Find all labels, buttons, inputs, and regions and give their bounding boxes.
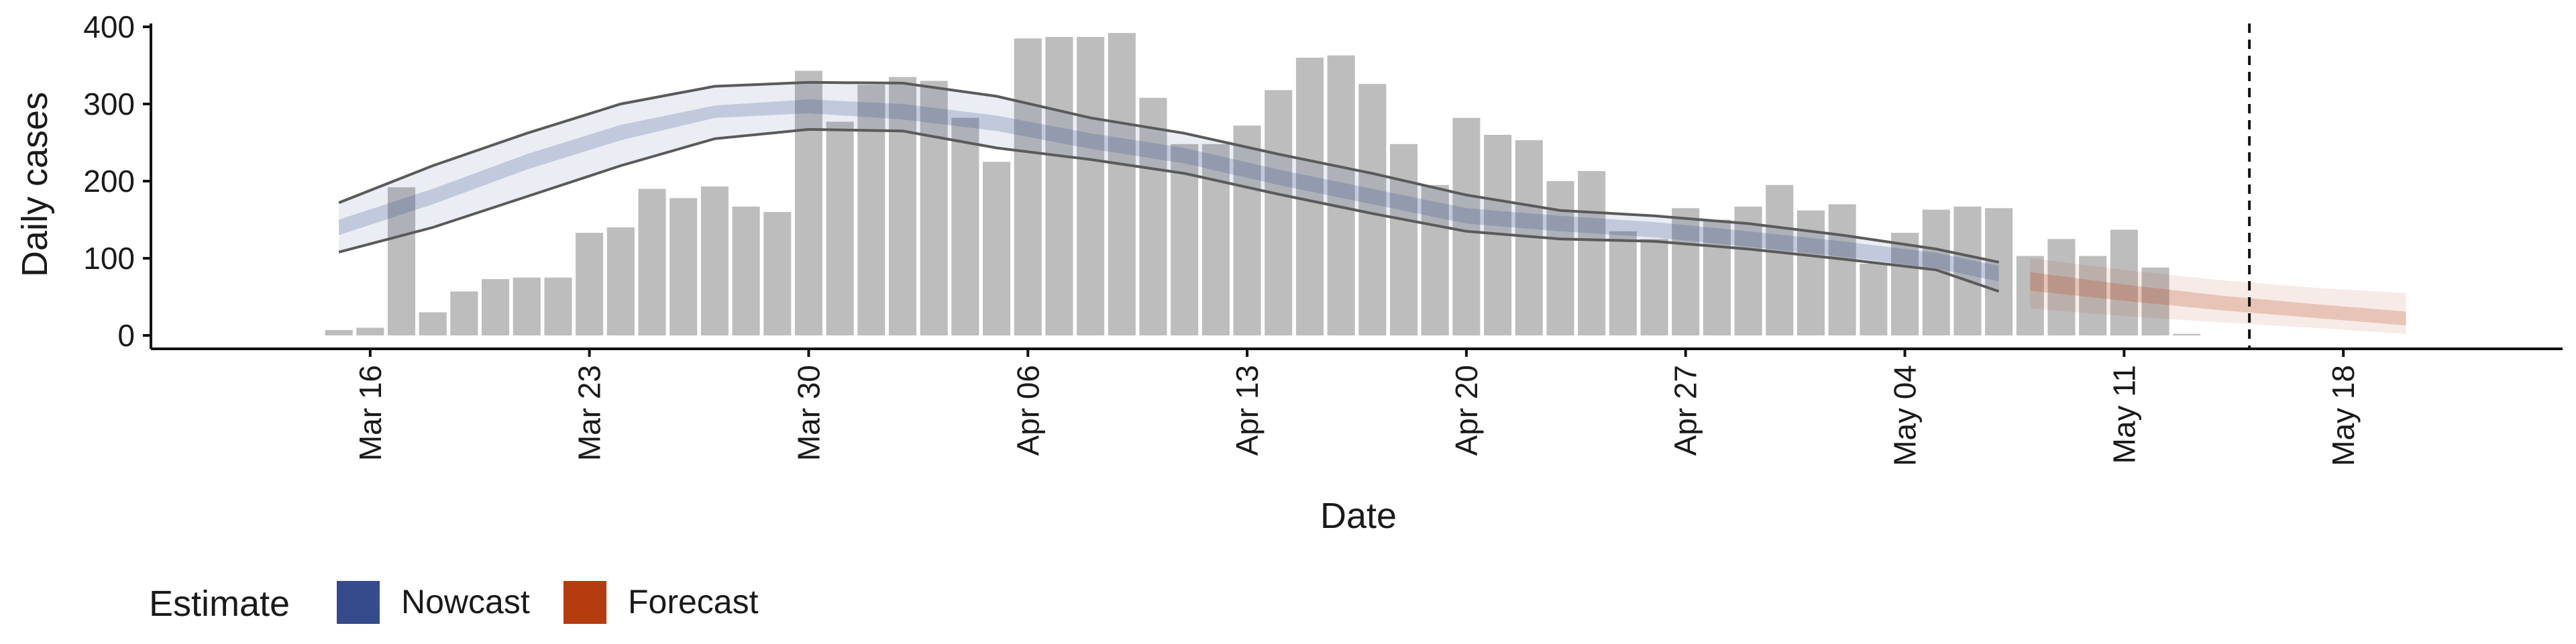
bar — [1891, 233, 1919, 335]
bar — [1953, 206, 1982, 335]
bar — [2047, 239, 2076, 335]
bar — [1045, 36, 1073, 335]
bar — [1014, 38, 1042, 335]
bar — [1734, 206, 1762, 335]
bar — [1703, 219, 1731, 335]
x-tick-label: Mar 16 — [353, 365, 388, 461]
axes-layer: 0 100 200 300 400 Mar 16 Mar 23 Mar 30 Apr 06 Apr… — [83, 9, 2563, 466]
bar — [1640, 239, 1668, 335]
bar — [1389, 144, 1418, 336]
bar — [1295, 58, 1324, 335]
bar — [1452, 117, 1481, 335]
bar — [983, 162, 1011, 335]
bar — [1546, 181, 1574, 335]
bar — [1578, 171, 1606, 335]
bar — [2141, 267, 2169, 335]
bar — [450, 291, 478, 335]
bar — [2016, 256, 2044, 335]
forecast-inner-band — [2030, 272, 2406, 326]
bar — [1201, 144, 1230, 336]
bar — [857, 85, 885, 335]
bar — [419, 312, 447, 335]
bar — [2173, 333, 2201, 335]
bar — [951, 117, 979, 335]
bar — [1265, 90, 1293, 336]
x-axis-label: Date — [1320, 496, 1397, 536]
bar — [1327, 55, 1355, 336]
y-axis-label: Daily cases — [15, 92, 55, 277]
x-tick-label: May 04 — [1888, 365, 1923, 466]
bar — [387, 187, 416, 335]
y-tick-label: 300 — [83, 87, 135, 121]
bar — [1108, 33, 1136, 335]
bar — [2079, 256, 2107, 335]
y-tick-label: 200 — [83, 164, 135, 199]
x-tick-label: Apr 06 — [1010, 365, 1045, 456]
bar — [669, 198, 698, 335]
x-tick-label: May 18 — [2326, 365, 2361, 466]
bar — [763, 212, 792, 335]
bar — [1358, 84, 1387, 335]
bar — [920, 80, 948, 335]
legend-label-forecast: Forecast — [628, 583, 759, 621]
bar — [356, 327, 384, 335]
y-tick-label: 0 — [117, 318, 135, 353]
bar — [826, 121, 854, 335]
bar — [544, 277, 572, 335]
bar — [888, 76, 917, 335]
legend-title: Estimate — [149, 584, 290, 624]
bar — [1766, 184, 1794, 335]
y-tick-label: 100 — [83, 241, 135, 276]
bar — [700, 186, 729, 335]
legend-label-nowcast: Nowcast — [401, 583, 530, 621]
bar — [638, 189, 666, 335]
bar — [1421, 184, 1449, 335]
x-tick-label: Mar 23 — [572, 365, 607, 461]
bar — [482, 279, 510, 335]
nowcast-lower-line — [338, 127, 2000, 293]
x-tick-label: Apr 27 — [1668, 365, 1703, 456]
nowcast-upper-line — [338, 80, 2000, 264]
legend-key-forecast — [564, 581, 606, 624]
legend: Estimate Nowcast Forecast — [149, 581, 759, 624]
bar — [576, 233, 604, 335]
bar — [606, 227, 635, 335]
y-tick-label: 400 — [83, 9, 135, 44]
bar — [1609, 231, 1637, 335]
bar — [1985, 208, 2013, 335]
forecast-outer-band — [2030, 258, 2406, 334]
lines-layer — [338, 80, 2000, 293]
bar — [1077, 36, 1105, 335]
bar — [1828, 204, 1856, 335]
x-tick-label: Mar 30 — [791, 365, 826, 461]
bar — [1139, 97, 1167, 336]
bar — [1233, 125, 1261, 335]
x-tick-label: Apr 20 — [1449, 365, 1484, 456]
bar — [325, 329, 353, 335]
bar — [513, 277, 541, 335]
x-tick-label: May 11 — [2106, 365, 2141, 464]
bar — [794, 70, 822, 336]
bar — [732, 206, 760, 335]
legend-key-nowcast — [337, 581, 380, 624]
bar — [1860, 264, 1888, 335]
x-tick-label: Apr 13 — [1230, 365, 1265, 456]
bar — [2110, 229, 2138, 335]
bar — [1672, 208, 1700, 335]
